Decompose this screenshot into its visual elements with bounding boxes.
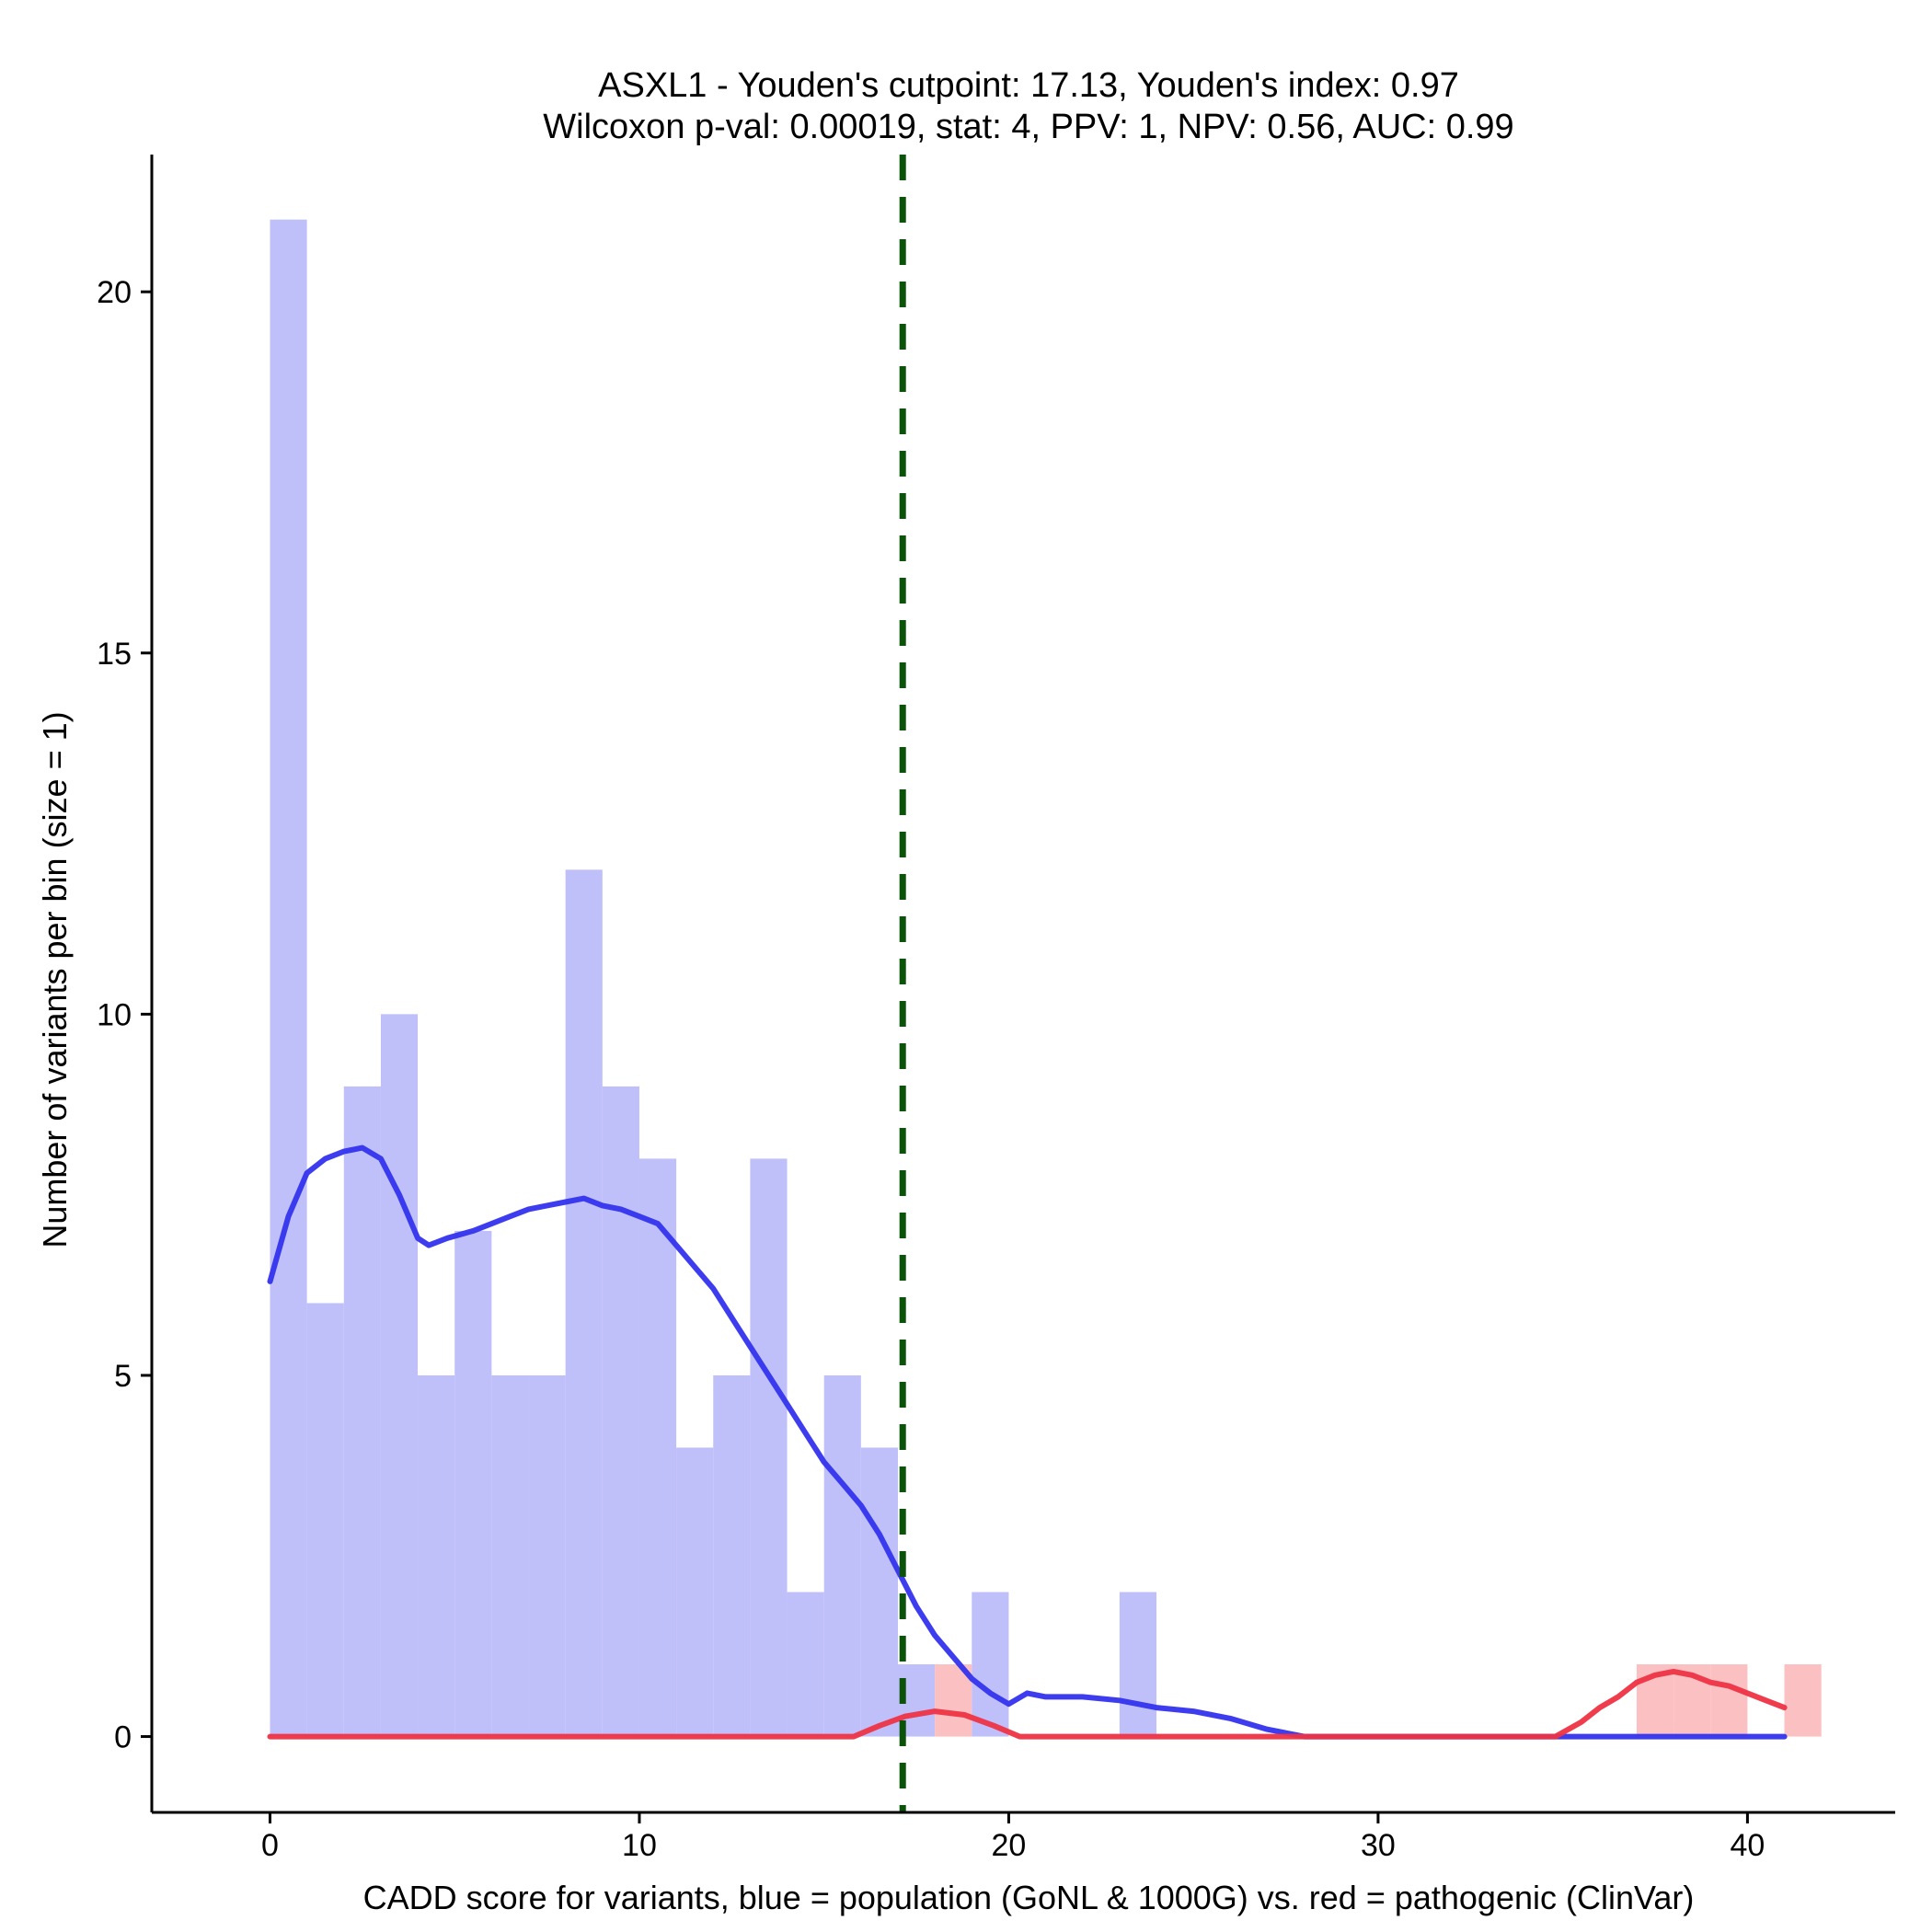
population-bar xyxy=(380,1014,419,1737)
x-tick-label: 10 xyxy=(622,1828,657,1863)
population-bar xyxy=(638,1158,677,1737)
x-tick-label: 40 xyxy=(1730,1828,1765,1863)
pathogenic-bar xyxy=(935,1664,972,1737)
chart-title-line1: ASXL1 - Youden's cutpoint: 17.13, Youden… xyxy=(598,66,1459,105)
population-bar xyxy=(565,869,603,1737)
y-tick-label: 15 xyxy=(97,637,132,672)
axes: 0 10 20 30 40 0 5 10 15 20 xyxy=(97,155,1895,1863)
population-bar xyxy=(1119,1592,1157,1737)
population-bar xyxy=(676,1447,714,1737)
population-bar xyxy=(454,1230,492,1737)
population-bar xyxy=(602,1086,639,1737)
population-bar xyxy=(860,1447,898,1737)
population-bar xyxy=(343,1086,381,1737)
population-bar xyxy=(823,1374,861,1737)
y-tick-label: 20 xyxy=(97,275,132,310)
chart-title-line2: Wilcoxon p-val: 0.00019, stat: 4, PPV: 1… xyxy=(543,108,1513,146)
population-bar xyxy=(418,1374,455,1737)
y-tick-label: 0 xyxy=(114,1720,132,1755)
x-tick-label: 20 xyxy=(992,1828,1027,1863)
y-tick-label: 10 xyxy=(97,997,132,1032)
population-bar xyxy=(972,1592,1009,1737)
histogram-bars xyxy=(270,219,1822,1737)
x-tick-label: 0 xyxy=(261,1828,279,1863)
pathogenic-bar xyxy=(1710,1664,1748,1737)
pathogenic-bar xyxy=(1784,1664,1822,1737)
pathogenic-density-curve xyxy=(267,1668,1788,1740)
x-axis-label: CADD score for variants, blue = populati… xyxy=(363,1879,1695,1916)
population-bar xyxy=(713,1374,751,1737)
population-bar xyxy=(787,1592,824,1737)
y-axis-label: Number of variants per bin (size = 1) xyxy=(36,711,74,1248)
population-bar xyxy=(528,1374,566,1737)
population-bar xyxy=(306,1303,344,1737)
population-bar xyxy=(491,1374,529,1737)
y-tick-label: 5 xyxy=(114,1359,132,1394)
population-bar xyxy=(270,219,307,1737)
population-bar xyxy=(750,1158,788,1737)
population-density-curve xyxy=(267,1144,1788,1740)
density-curves xyxy=(267,1144,1788,1740)
x-tick-label: 30 xyxy=(1361,1828,1396,1863)
